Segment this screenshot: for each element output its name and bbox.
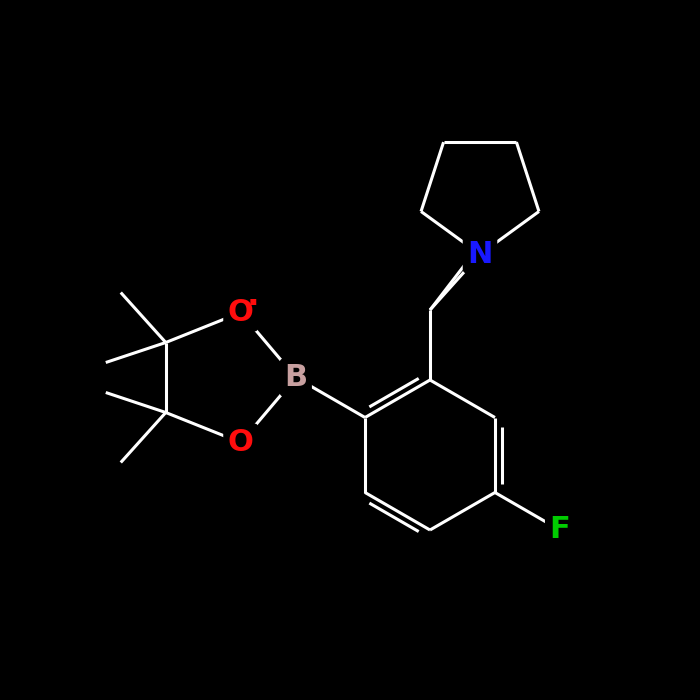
Text: N: N <box>468 240 493 269</box>
Text: ·: · <box>246 288 259 321</box>
Text: F: F <box>550 515 570 545</box>
Text: B: B <box>284 363 307 392</box>
Text: O: O <box>228 428 253 457</box>
Text: O: O <box>228 298 253 327</box>
